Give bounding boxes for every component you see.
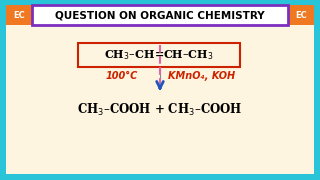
Text: =: = — [154, 50, 164, 60]
Text: CH–CH$_3$: CH–CH$_3$ — [163, 48, 214, 62]
Bar — [288, 5, 314, 25]
Text: KMnO₄, KOH: KMnO₄, KOH — [168, 71, 235, 81]
Text: EC: EC — [13, 10, 25, 19]
Text: CH$_3$–COOH + CH$_3$–COOH: CH$_3$–COOH + CH$_3$–COOH — [77, 102, 243, 118]
Text: QUESTION ON ORGANIC CHEMISTRY: QUESTION ON ORGANIC CHEMISTRY — [55, 10, 265, 20]
Text: EC: EC — [295, 10, 307, 19]
Bar — [6, 5, 32, 25]
Bar — [78, 43, 240, 67]
Bar — [32, 5, 288, 25]
Text: 100°C: 100°C — [106, 71, 138, 81]
Text: CH$_3$–CH: CH$_3$–CH — [104, 48, 155, 62]
